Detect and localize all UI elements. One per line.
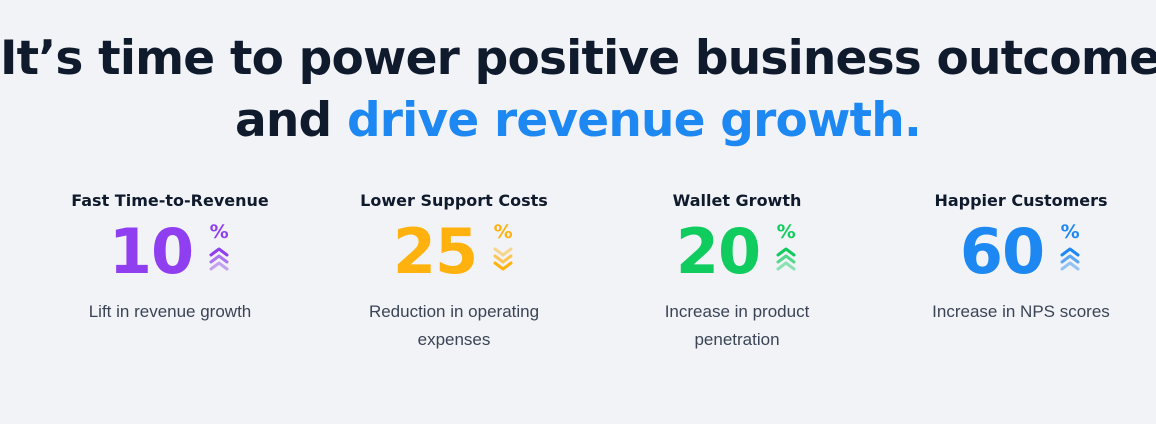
headline-plain-text: and (234, 93, 347, 148)
stat-value: 20 (675, 215, 761, 288)
stat-card-wallet-growth: Wallet Growth 20 % Increase in product p… (602, 188, 872, 354)
chevrons-up-icon (776, 247, 796, 271)
stat-title: Happier Customers (934, 191, 1108, 210)
stat-value: 10 (108, 215, 194, 288)
stat-card-happier-customers: Happier Customers 60 % Increase in NPS s… (886, 188, 1156, 326)
stat-value-row: 20 % (602, 220, 872, 286)
stat-value: 25 (392, 215, 478, 288)
stat-description: Increase in NPS scores (932, 302, 1110, 321)
stat-title: Wallet Growth (672, 191, 802, 210)
chevrons-up-icon (1060, 247, 1080, 271)
stat-suffix: % (1058, 220, 1082, 272)
stat-value: 60 (959, 215, 1045, 288)
percent-sign: % (209, 221, 229, 243)
stat-description: Increase in product penetration (664, 302, 810, 349)
stat-value-row: 10 % (35, 220, 305, 286)
headline-accent-text: drive revenue growth. (346, 93, 922, 148)
percent-sign: % (493, 221, 513, 243)
headline: It’s time to power positive business out… (0, 28, 1156, 152)
headline-line-1: It’s time to power positive business out… (0, 31, 1156, 86)
percent-sign: % (1060, 221, 1080, 243)
stat-card-support-costs: Lower Support Costs 25 % Reduction in op… (319, 188, 589, 354)
chevrons-down-icon (493, 247, 513, 271)
chevrons-up-icon (209, 247, 229, 271)
percent-sign: % (776, 221, 796, 243)
stat-value-row: 25 % (319, 220, 589, 286)
stat-description: Reduction in operating expenses (368, 302, 540, 349)
stat-suffix: % (774, 220, 798, 272)
stat-card-time-to-revenue: Fast Time-to-Revenue 10 % Lift in revenu… (35, 188, 305, 326)
stat-title: Fast Time-to-Revenue (71, 191, 269, 210)
stat-suffix: % (491, 220, 515, 272)
headline-line-2: and drive revenue growth. (0, 90, 1156, 152)
stat-description: Lift in revenue growth (88, 302, 252, 321)
stat-suffix: % (207, 220, 231, 272)
stat-value-row: 60 % (886, 220, 1156, 286)
stat-title: Lower Support Costs (360, 191, 548, 210)
